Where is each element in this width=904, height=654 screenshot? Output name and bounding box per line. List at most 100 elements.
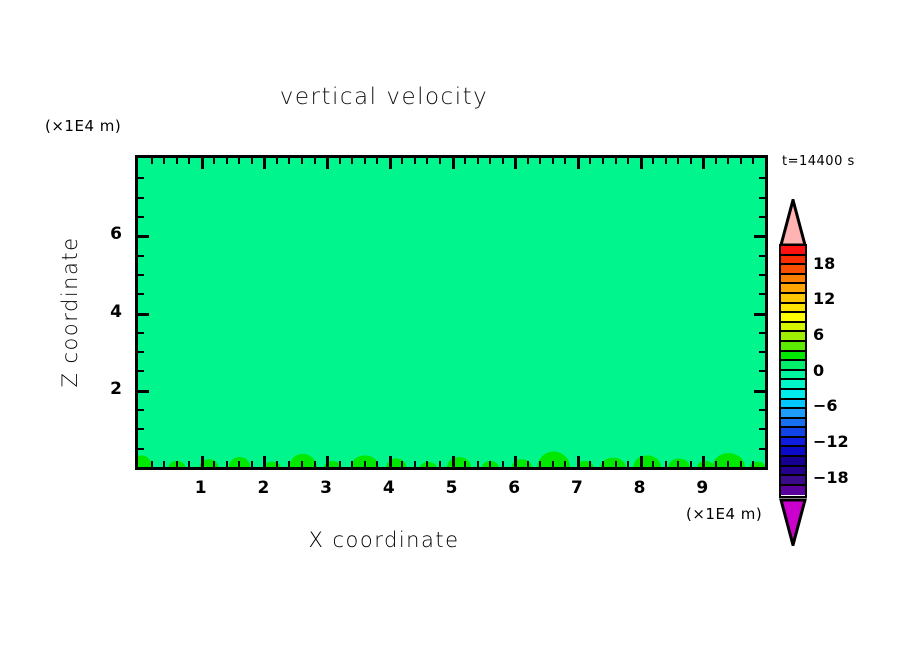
axis-tick: [301, 158, 304, 164]
colorbar-band: [781, 447, 805, 458]
colorbar-band: [781, 418, 805, 429]
axis-tick: [639, 456, 643, 467]
axis-tick: [754, 235, 765, 239]
x-tick-label: 1: [194, 478, 207, 498]
axis-tick: [326, 158, 330, 169]
colorbar-tick-label: −12: [813, 432, 849, 452]
axis-tick: [652, 461, 655, 467]
axis-tick: [759, 215, 765, 218]
axis-tick: [138, 331, 144, 334]
axis-tick: [238, 461, 241, 467]
axis-tick: [413, 158, 416, 164]
axis-tick: [188, 158, 191, 164]
colorbar-band: [781, 341, 805, 352]
y-axis-title: Z coordinate: [58, 236, 82, 388]
axis-tick: [589, 158, 592, 164]
x-tick-label: 7: [570, 478, 583, 498]
axis-tick: [150, 158, 153, 164]
colorbar-band: [781, 313, 805, 323]
contour-blob: [576, 460, 594, 467]
axis-tick: [526, 158, 529, 164]
axis-tick: [200, 158, 204, 169]
axis-tick: [426, 461, 429, 467]
axis-tick: [376, 158, 379, 164]
axis-tick: [476, 158, 479, 164]
axis-tick: [213, 158, 216, 164]
colorbar-bands: [779, 244, 807, 498]
colorbar-band: [781, 293, 805, 304]
colorbar-band: [781, 428, 805, 438]
x-axis-title: X coordinate: [308, 528, 460, 552]
axis-tick: [714, 158, 717, 164]
axis-tick: [627, 158, 630, 164]
x-tick-label: 4: [382, 478, 395, 498]
colorbar-band: [781, 457, 805, 467]
axis-tick: [313, 461, 316, 467]
axis-tick: [727, 461, 730, 467]
axis-tick: [759, 196, 765, 199]
axis-tick: [438, 158, 441, 164]
axis-tick: [363, 158, 366, 164]
axis-tick: [614, 158, 617, 164]
axis-tick: [275, 158, 278, 164]
axis-tick: [652, 158, 655, 164]
axis-tick: [250, 158, 253, 164]
axis-tick: [138, 351, 144, 354]
axis-tick: [413, 461, 416, 467]
contour-blob: [289, 453, 317, 467]
colorbar-tick-label: 12: [813, 289, 836, 309]
axis-tick: [301, 461, 304, 467]
axis-tick: [401, 461, 404, 467]
y-axis-unit-label: (×1E4 m): [45, 117, 122, 135]
colorbar-band: [781, 274, 805, 285]
axis-tick: [275, 461, 278, 467]
axis-tick: [501, 158, 504, 164]
axis-tick: [759, 273, 765, 276]
axis-tick: [759, 254, 765, 257]
colorbar: [779, 199, 807, 546]
axis-tick: [138, 235, 149, 239]
axis-tick: [388, 456, 392, 467]
axis-tick: [754, 312, 765, 316]
colorbar-under-arrow: [779, 498, 807, 546]
axis-tick: [363, 461, 366, 467]
axis-tick: [759, 293, 765, 296]
axis-tick: [225, 158, 228, 164]
axis-tick: [677, 158, 680, 164]
colorbar-over-arrow: [779, 199, 807, 246]
y-tick-label: 2: [110, 378, 122, 399]
axis-tick: [727, 158, 730, 164]
x-tick-label: 8: [633, 478, 646, 498]
axis-tick: [225, 461, 228, 467]
contour-blob: [600, 457, 626, 467]
axis-tick: [526, 461, 529, 467]
axis-tick: [338, 158, 341, 164]
axis-tick: [501, 461, 504, 467]
axis-tick: [263, 456, 267, 467]
colorbar-band: [781, 485, 805, 496]
axis-tick: [759, 370, 765, 373]
axis-tick: [138, 428, 144, 431]
colorbar-band: [781, 409, 805, 419]
axis-tick: [551, 461, 554, 467]
colorbar-band: [781, 351, 805, 362]
axis-tick: [627, 461, 630, 467]
axis-tick: [489, 158, 492, 164]
axis-tick: [752, 158, 755, 164]
colorbar-band: [781, 284, 805, 294]
axis-tick: [138, 370, 144, 373]
axis-tick: [759, 409, 765, 412]
axis-tick: [250, 461, 253, 467]
colorbar-band: [781, 399, 805, 410]
colorbar-band: [781, 370, 805, 381]
axis-tick: [263, 158, 267, 169]
axis-tick: [376, 461, 379, 467]
axis-tick: [388, 158, 392, 169]
axis-tick: [138, 254, 144, 257]
axis-tick: [401, 158, 404, 164]
contour-blob: [138, 455, 152, 467]
page-title: vertical velocity: [279, 84, 489, 110]
axis-tick: [451, 456, 455, 467]
axis-tick: [714, 461, 717, 467]
axis-tick: [664, 461, 667, 467]
